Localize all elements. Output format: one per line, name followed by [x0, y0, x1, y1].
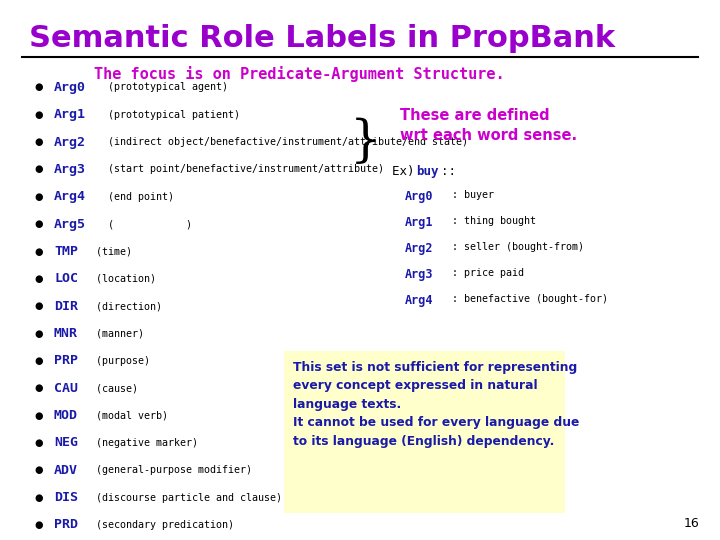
Text: ●: ● — [35, 520, 43, 530]
Text: LOC: LOC — [54, 272, 78, 285]
Text: ●: ● — [35, 492, 43, 503]
Text: : price paid: : price paid — [452, 268, 524, 278]
Text: DIR: DIR — [54, 300, 78, 313]
Text: : thing bought: : thing bought — [452, 216, 536, 226]
Text: Ex): Ex) — [392, 165, 423, 178]
Text: (            ): ( ) — [102, 219, 192, 229]
Text: ●: ● — [35, 246, 43, 256]
Text: (secondary predication): (secondary predication) — [89, 520, 233, 530]
Text: ●: ● — [35, 274, 43, 284]
Text: Arg4: Arg4 — [54, 190, 86, 204]
Text: Semantic Role Labels in PropBank: Semantic Role Labels in PropBank — [29, 24, 615, 53]
Text: ●: ● — [35, 83, 43, 92]
Text: (cause): (cause) — [89, 383, 138, 393]
FancyBboxPatch shape — [284, 351, 565, 513]
Text: ADV: ADV — [54, 464, 78, 477]
Text: (indirect object/benefactive/instrument/attribute/end state): (indirect object/benefactive/instrument/… — [102, 137, 467, 147]
Text: NEG: NEG — [54, 436, 78, 449]
Text: Arg2: Arg2 — [405, 242, 433, 255]
Text: The focus is on Predicate-Argument Structure.: The focus is on Predicate-Argument Struc… — [94, 66, 504, 82]
Text: Arg0: Arg0 — [54, 81, 86, 94]
Text: ●: ● — [35, 165, 43, 174]
Text: : buyer: : buyer — [452, 190, 494, 200]
Text: ●: ● — [35, 110, 43, 120]
Text: These are defined
wrt each word sense.: These are defined wrt each word sense. — [400, 108, 577, 143]
Text: ●: ● — [35, 438, 43, 448]
Text: PRP: PRP — [54, 354, 78, 367]
Text: (end point): (end point) — [102, 192, 174, 202]
Text: buy: buy — [416, 165, 438, 178]
Text: 16: 16 — [684, 517, 700, 530]
Text: ●: ● — [35, 219, 43, 229]
Text: : benefactive (bought-for): : benefactive (bought-for) — [452, 294, 608, 304]
Text: Arg1: Arg1 — [54, 109, 86, 122]
Text: Arg0: Arg0 — [405, 190, 433, 203]
Text: (location): (location) — [89, 274, 156, 284]
Text: ●: ● — [35, 137, 43, 147]
Text: (time): (time) — [89, 246, 132, 256]
Text: : seller (bought-from): : seller (bought-from) — [452, 242, 584, 252]
Text: (prototypical agent): (prototypical agent) — [102, 83, 228, 92]
Text: ●: ● — [35, 465, 43, 475]
Text: Arg5: Arg5 — [54, 218, 86, 231]
Text: }: } — [350, 117, 382, 167]
Text: Arg2: Arg2 — [54, 136, 86, 148]
Text: Arg3: Arg3 — [405, 268, 433, 281]
Text: ●: ● — [35, 328, 43, 339]
Text: (start point/benefactive/instrument/attribute): (start point/benefactive/instrument/attr… — [102, 165, 384, 174]
Text: (direction): (direction) — [89, 301, 161, 311]
Text: Arg3: Arg3 — [54, 163, 86, 176]
Text: (manner): (manner) — [89, 328, 143, 339]
Text: ●: ● — [35, 301, 43, 311]
Text: MNR: MNR — [54, 327, 78, 340]
Text: (general-purpose modifier): (general-purpose modifier) — [89, 465, 252, 475]
Text: (negative marker): (negative marker) — [89, 438, 197, 448]
Text: Arg1: Arg1 — [405, 216, 433, 229]
Text: (purpose): (purpose) — [89, 356, 150, 366]
Text: (discourse particle and clause): (discourse particle and clause) — [89, 492, 282, 503]
Text: ●: ● — [35, 356, 43, 366]
Text: DIS: DIS — [54, 491, 78, 504]
Text: ::: :: — [441, 165, 456, 178]
Text: TMP: TMP — [54, 245, 78, 258]
Text: (prototypical patient): (prototypical patient) — [102, 110, 240, 120]
Text: PRD: PRD — [54, 518, 78, 531]
Text: MOD: MOD — [54, 409, 78, 422]
Text: CAU: CAU — [54, 382, 78, 395]
Text: ●: ● — [35, 192, 43, 202]
Text: (modal verb): (modal verb) — [89, 410, 168, 421]
Text: Arg4: Arg4 — [405, 294, 433, 307]
Text: This set is not sufficient for representing
every concept expressed in natural
l: This set is not sufficient for represent… — [293, 361, 580, 448]
Text: ●: ● — [35, 410, 43, 421]
Text: ●: ● — [35, 383, 43, 393]
